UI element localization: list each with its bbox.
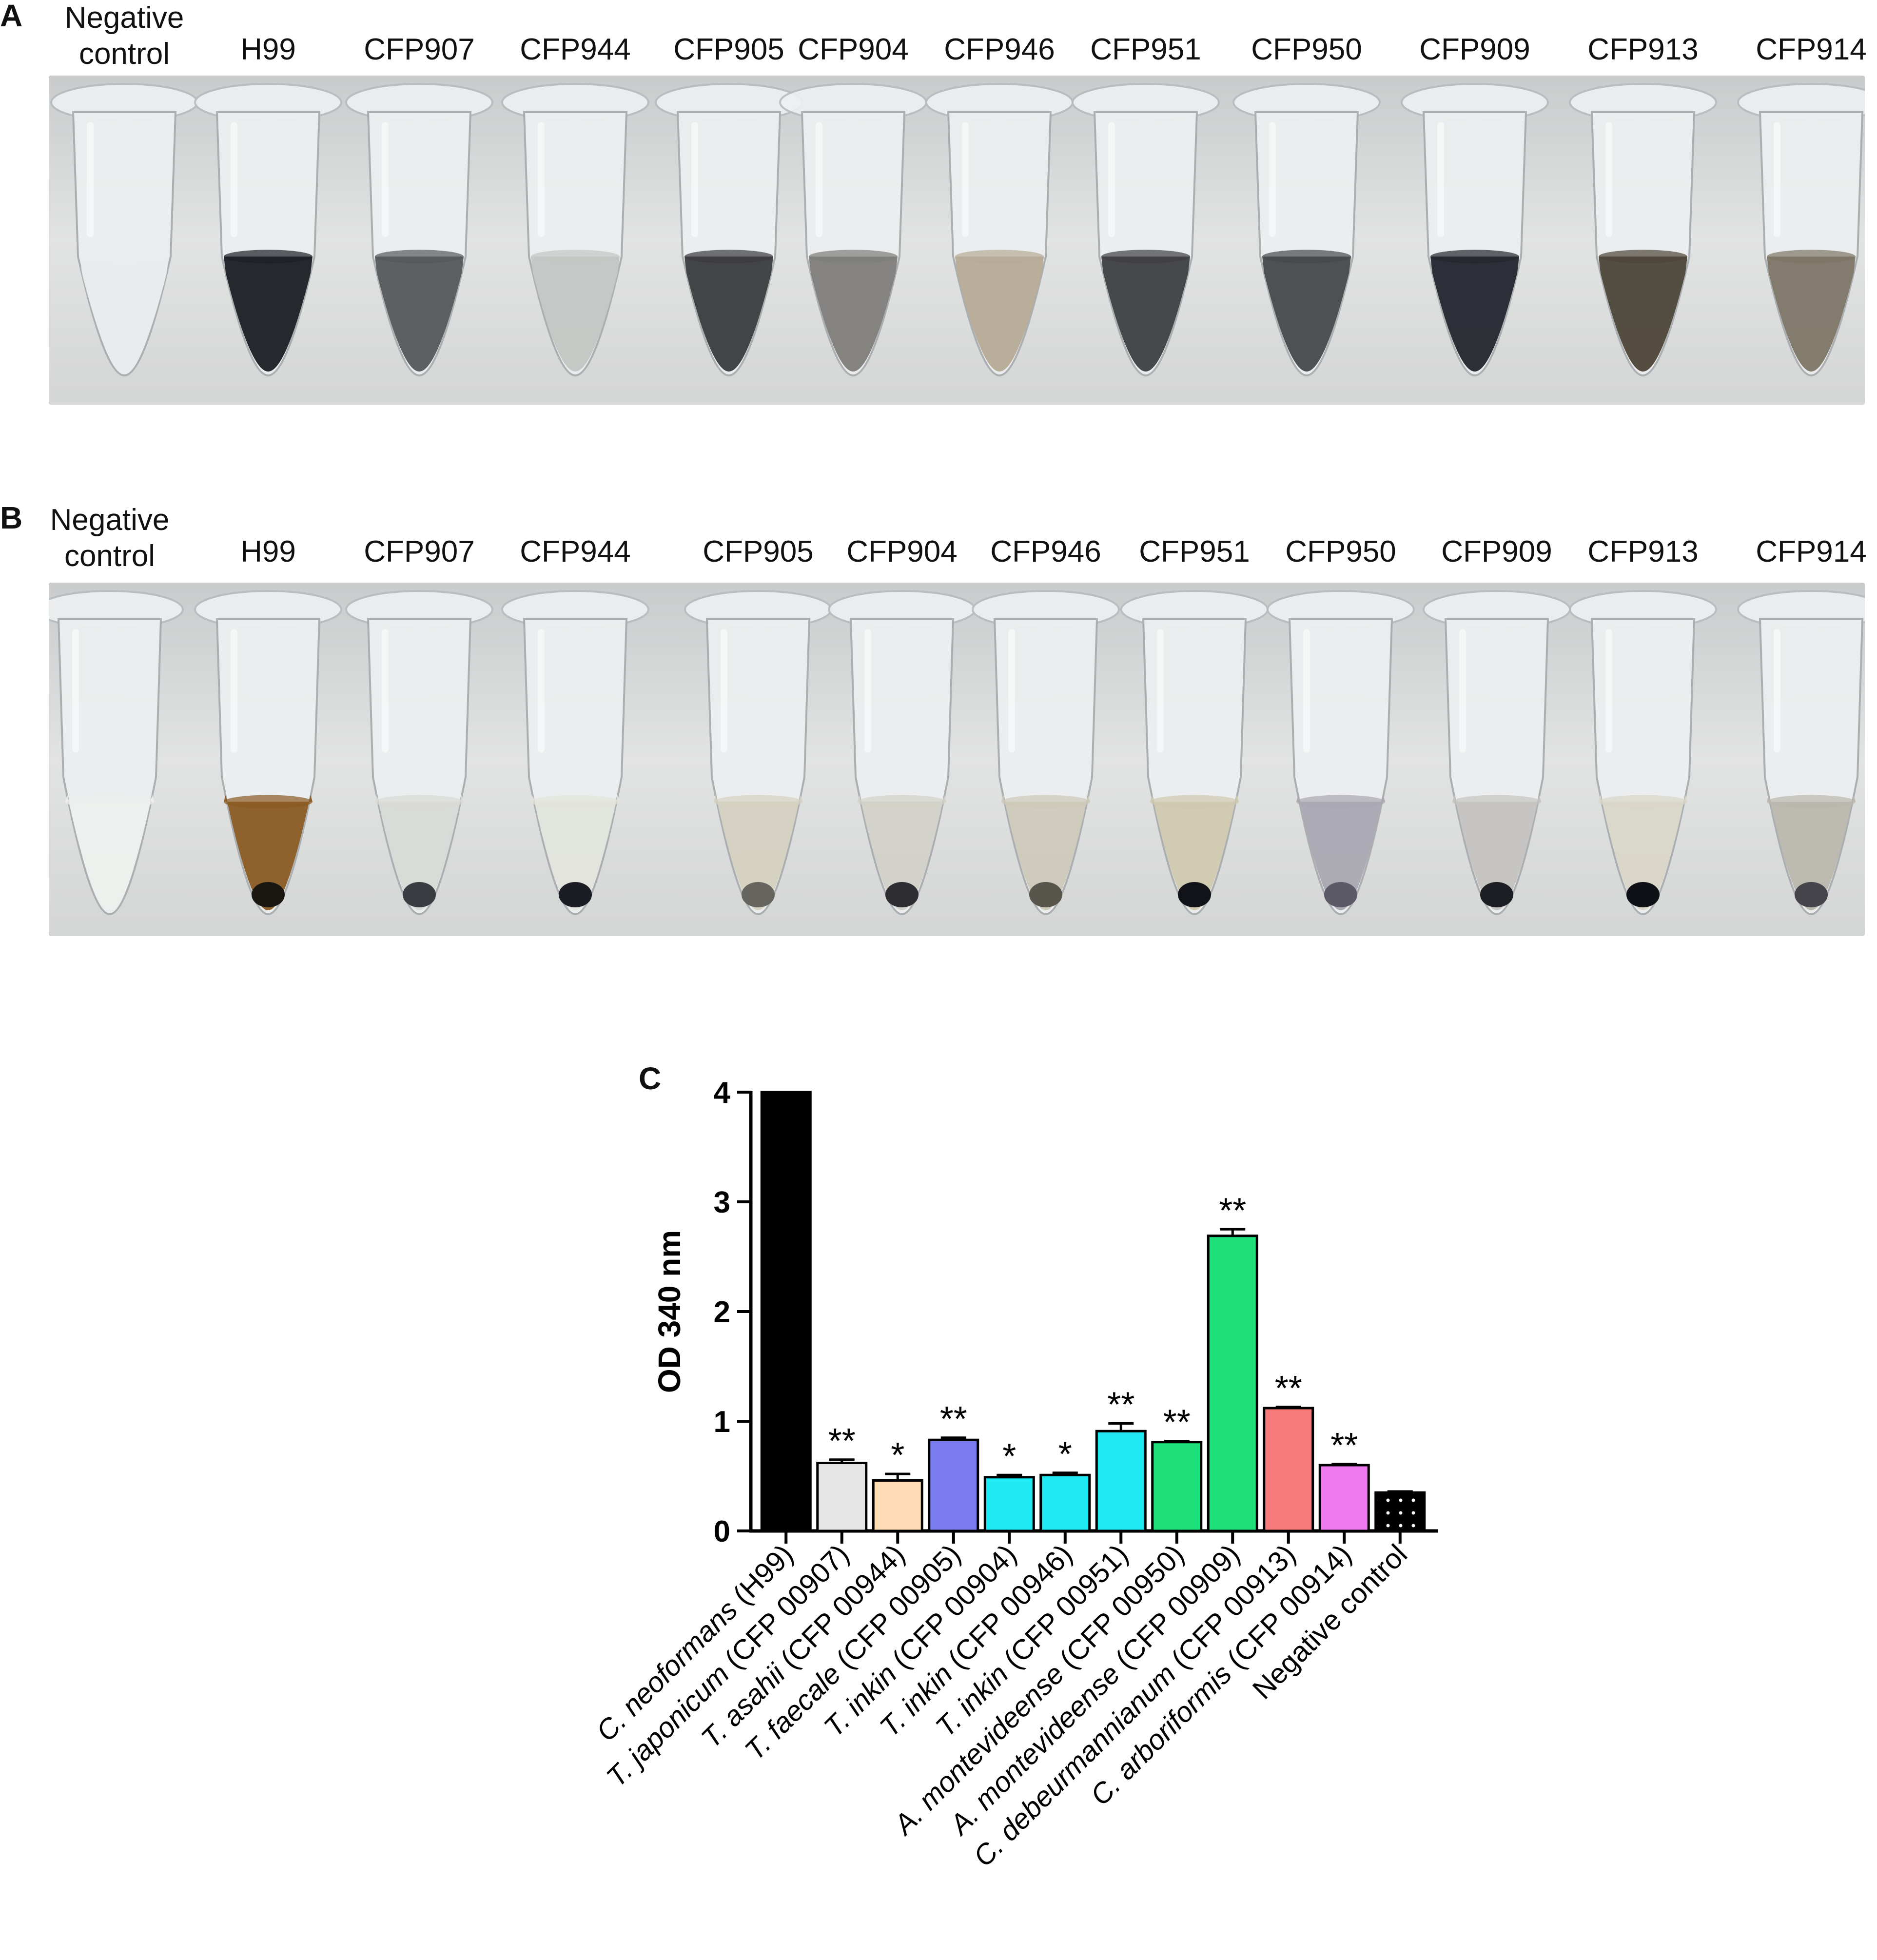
- panel-letter-b: B: [0, 500, 23, 535]
- tube: [501, 83, 649, 377]
- y-tick-label: 2: [714, 1295, 730, 1329]
- lane-label: CFP905: [703, 535, 814, 568]
- tube: [972, 590, 1120, 916]
- tube: [194, 590, 342, 916]
- tube: [684, 590, 832, 916]
- significance-label: *: [1002, 1437, 1016, 1476]
- lane-label: CFP951: [1090, 33, 1201, 66]
- tube: [779, 83, 927, 377]
- lane-label: CFP944: [520, 33, 631, 66]
- lane-label: Negative control: [50, 503, 170, 573]
- bar: [1095, 1430, 1147, 1532]
- panel-b-tube-photo: [49, 583, 1865, 936]
- tube: [1737, 590, 1865, 916]
- significance-label: **: [1219, 1191, 1246, 1230]
- tube: [1401, 83, 1549, 377]
- panel-letter-a: A: [0, 0, 23, 33]
- bar: [1207, 1235, 1258, 1532]
- tube: [501, 590, 649, 916]
- bar: [872, 1479, 923, 1532]
- significance-label: **: [828, 1422, 856, 1461]
- bar: [760, 1091, 812, 1532]
- tube: [1737, 83, 1865, 377]
- lane-label: CFP909: [1441, 535, 1552, 568]
- y-tick-label: 0: [714, 1515, 730, 1548]
- tube: [1569, 83, 1717, 377]
- y-tick-label: 4: [714, 1076, 731, 1110]
- lane-label: CFP904: [846, 535, 958, 568]
- lane-label: CFP904: [798, 33, 909, 66]
- tube: [345, 83, 493, 377]
- tube: [828, 590, 976, 916]
- panel-letter-c: C: [639, 1061, 662, 1096]
- bar: [1374, 1491, 1426, 1532]
- lane-label: Negative control: [64, 1, 184, 71]
- panel-a-tube-photo: [49, 76, 1865, 405]
- lane-label: CFP914: [1756, 535, 1867, 568]
- y-tick-label: 3: [714, 1186, 730, 1219]
- bar: [1151, 1441, 1203, 1532]
- bar: [1039, 1473, 1091, 1532]
- bar: [816, 1462, 868, 1532]
- bar: [983, 1476, 1035, 1532]
- bar: [928, 1438, 979, 1532]
- lane-label: CFP909: [1419, 33, 1530, 66]
- lane-label: CFP907: [364, 33, 475, 66]
- bar: [1318, 1464, 1370, 1532]
- significance-label: **: [1107, 1386, 1134, 1425]
- tube: [194, 83, 342, 377]
- tube: [1072, 83, 1220, 377]
- tube: [1120, 590, 1269, 916]
- tube: [50, 83, 198, 377]
- significance-label: *: [891, 1436, 904, 1475]
- tube: [925, 83, 1074, 377]
- lane-label: CFP951: [1139, 535, 1250, 568]
- lane-label: H99: [240, 33, 296, 66]
- lane-label: CFP913: [1587, 535, 1699, 568]
- y-tick-label: 1: [714, 1405, 730, 1439]
- lane-label: CFP907: [364, 535, 475, 568]
- tube: [49, 590, 184, 916]
- significance-label: *: [1058, 1435, 1072, 1474]
- lane-label: CFP944: [520, 535, 631, 568]
- lane-label: H99: [240, 535, 296, 568]
- significance-label: **: [1275, 1369, 1302, 1408]
- lane-label: CFP950: [1285, 535, 1396, 568]
- lane-label: CFP946: [990, 535, 1101, 568]
- lane-label: CFP905: [673, 33, 784, 66]
- significance-label: **: [1163, 1403, 1191, 1442]
- tube: [345, 590, 493, 916]
- tube: [1232, 83, 1381, 377]
- bar: [1263, 1407, 1314, 1532]
- lane-label: CFP913: [1587, 33, 1699, 66]
- tube: [655, 83, 803, 377]
- significance-label: **: [940, 1400, 967, 1439]
- lane-label: CFP950: [1251, 33, 1362, 66]
- lane-label: CFP946: [944, 33, 1055, 66]
- tube: [1423, 590, 1571, 916]
- tube: [1267, 590, 1415, 916]
- y-axis-label: OD 340 nm: [652, 1230, 687, 1393]
- significance-label: **: [1330, 1426, 1358, 1465]
- lane-label: CFP914: [1756, 33, 1867, 66]
- tube: [1569, 590, 1717, 916]
